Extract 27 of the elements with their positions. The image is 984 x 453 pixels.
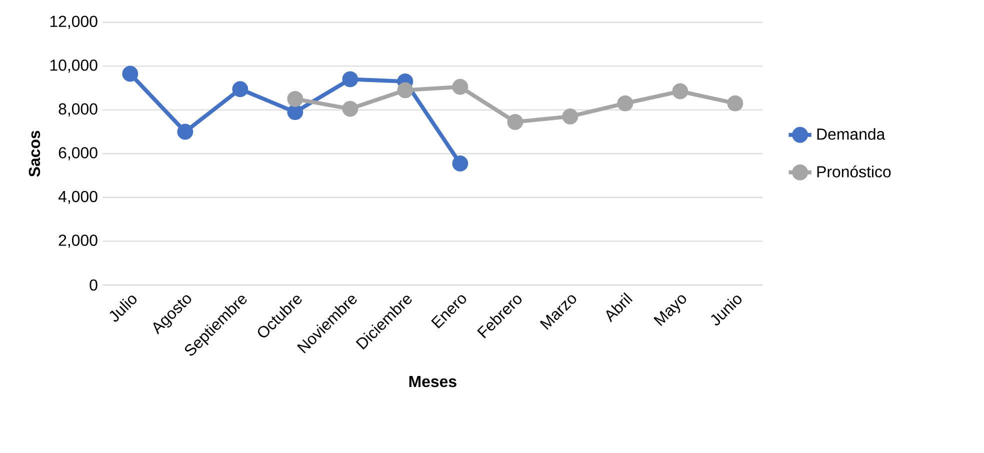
y-tick-label: 4,000 — [58, 190, 98, 204]
point — [452, 78, 468, 95]
legend-label: Demanda — [817, 128, 886, 140]
point — [342, 100, 358, 117]
y-tick-label: 6,000 — [58, 147, 98, 160]
point — [397, 82, 414, 98]
y-tick-label: 8,000 — [58, 103, 98, 116]
point — [562, 108, 578, 124]
point — [617, 95, 634, 112]
point — [452, 156, 468, 172]
point — [342, 71, 358, 88]
point — [287, 90, 304, 107]
y-tick-label: 0 — [90, 279, 98, 291]
point — [672, 83, 688, 100]
y-tick-label: 10,000 — [50, 60, 98, 73]
point — [727, 95, 744, 112]
point — [507, 114, 524, 130]
point — [287, 104, 304, 120]
y-tick-label: 2,000 — [58, 234, 98, 248]
y-axis-title: Sacos — [28, 130, 40, 177]
x-tick-label: Julio — [110, 296, 136, 322]
y-tick-label: 12,000 — [50, 16, 98, 29]
point — [177, 124, 194, 140]
point — [232, 81, 248, 98]
x-axis-title: Meses — [409, 376, 456, 388]
point — [122, 66, 138, 82]
legend-label: Pronóstico — [817, 166, 891, 178]
